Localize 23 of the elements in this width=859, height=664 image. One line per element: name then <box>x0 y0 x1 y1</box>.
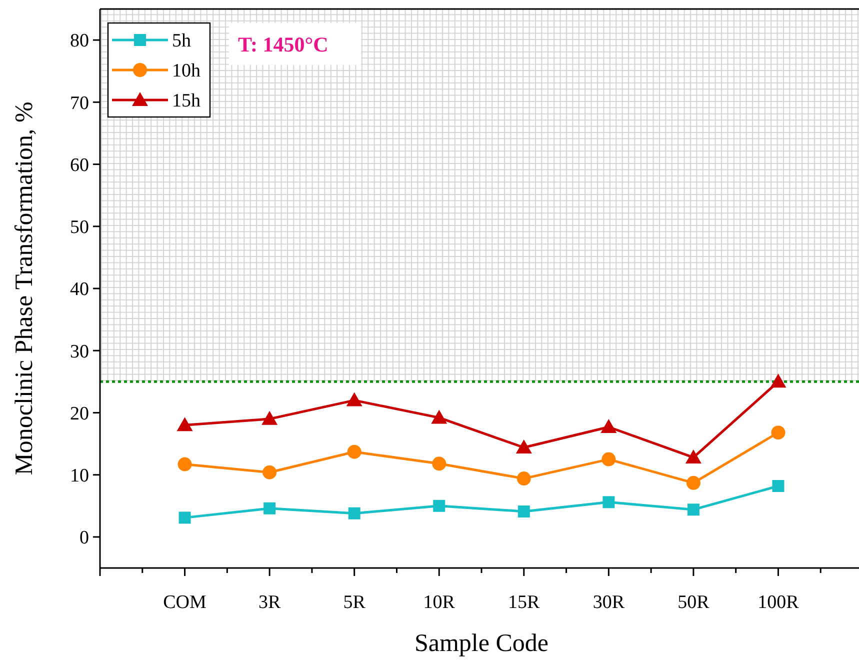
x-tick-label: 30R <box>592 592 625 613</box>
legend-label: 15h <box>172 90 201 112</box>
y-axis-title: Monoclinic Phase Transformation, % <box>11 102 38 476</box>
x-tick-label: 15R <box>508 592 540 613</box>
y-tick-label: 20 <box>70 403 89 424</box>
x-axis-title: Sample Code <box>414 630 549 657</box>
y-tick-label: 60 <box>70 154 89 176</box>
y-tick-label: 10 <box>70 465 89 486</box>
y-tick-label: 40 <box>70 279 89 300</box>
x-tick-label: 3R <box>258 592 281 613</box>
y-tick-label: 50 <box>70 217 89 238</box>
y-tick-label: 80 <box>70 30 89 52</box>
y-tick-label: 30 <box>70 341 89 362</box>
y-tick-label: 70 <box>70 92 89 114</box>
y-tick-label: 0 <box>80 528 89 549</box>
legend-label: 5h <box>172 30 192 52</box>
x-tick-label: 100R <box>758 592 800 613</box>
x-tick-label: 10R <box>423 592 456 613</box>
annotation: T: 1450°C <box>238 32 328 56</box>
legend-label: 10h <box>172 60 201 82</box>
x-tick-label: COM <box>163 592 207 613</box>
x-tick-label: 5R <box>343 592 366 613</box>
x-tick-label: 50R <box>678 592 710 613</box>
